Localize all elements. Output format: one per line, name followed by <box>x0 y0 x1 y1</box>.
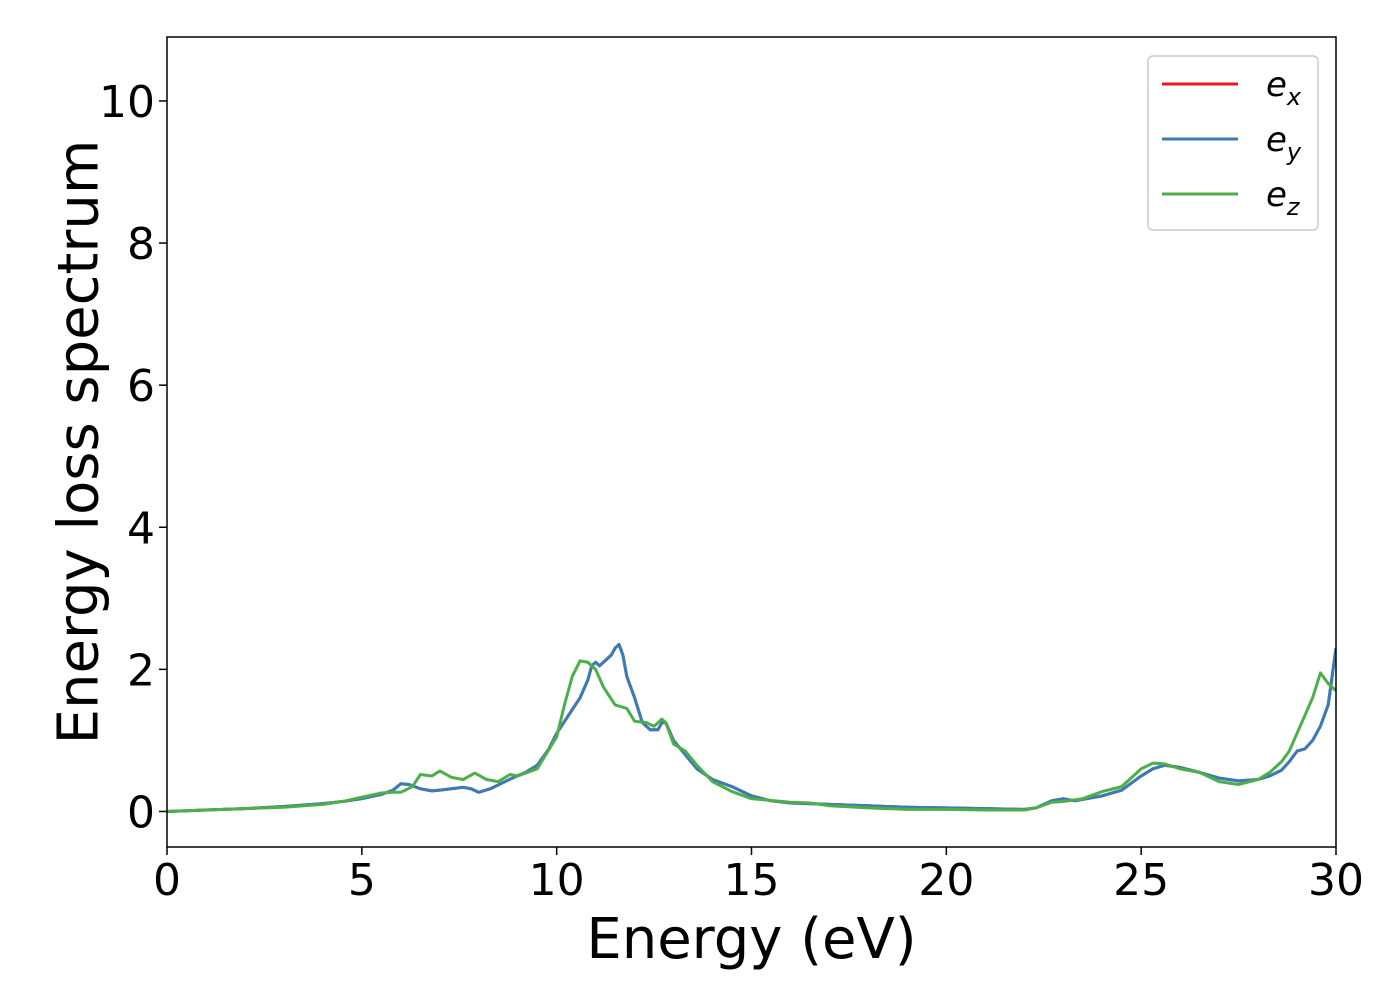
x-tick-label: 20 <box>918 855 974 906</box>
legend: ex ey ez <box>1147 55 1319 231</box>
y-axis: 0 2 4 6 8 10 <box>99 77 167 838</box>
legend-label-y: ey <box>1266 120 1302 166</box>
y-tick-label: 8 <box>127 219 155 270</box>
x-tick-label: 10 <box>529 855 585 906</box>
y-tick-label: 6 <box>127 361 155 412</box>
y-tick-label: 0 <box>127 787 155 838</box>
y-tick-label: 2 <box>127 645 155 696</box>
y-tick-label: 10 <box>99 77 155 128</box>
series-line-y <box>167 643 1336 813</box>
x-tick-label: 25 <box>1113 855 1169 906</box>
y-tick-label: 4 <box>127 503 155 554</box>
x-axis: 0 5 10 15 20 25 30 <box>153 847 1364 906</box>
series-line-z <box>167 659 1336 813</box>
x-tick-label: 0 <box>153 855 181 906</box>
x-tick-label: 15 <box>724 855 780 906</box>
series-line-x <box>167 643 1336 813</box>
x-axis-title: Energy (eV) <box>586 907 916 972</box>
y-axis-title: Energy loss spectrum <box>47 140 112 745</box>
legend-label-z: ez <box>1266 175 1301 221</box>
x-tick-label: 5 <box>348 855 376 906</box>
legend-box <box>1147 55 1319 231</box>
plot-lines <box>167 643 1336 813</box>
x-tick-label: 30 <box>1308 855 1364 906</box>
legend-label-x: ex <box>1266 65 1302 111</box>
